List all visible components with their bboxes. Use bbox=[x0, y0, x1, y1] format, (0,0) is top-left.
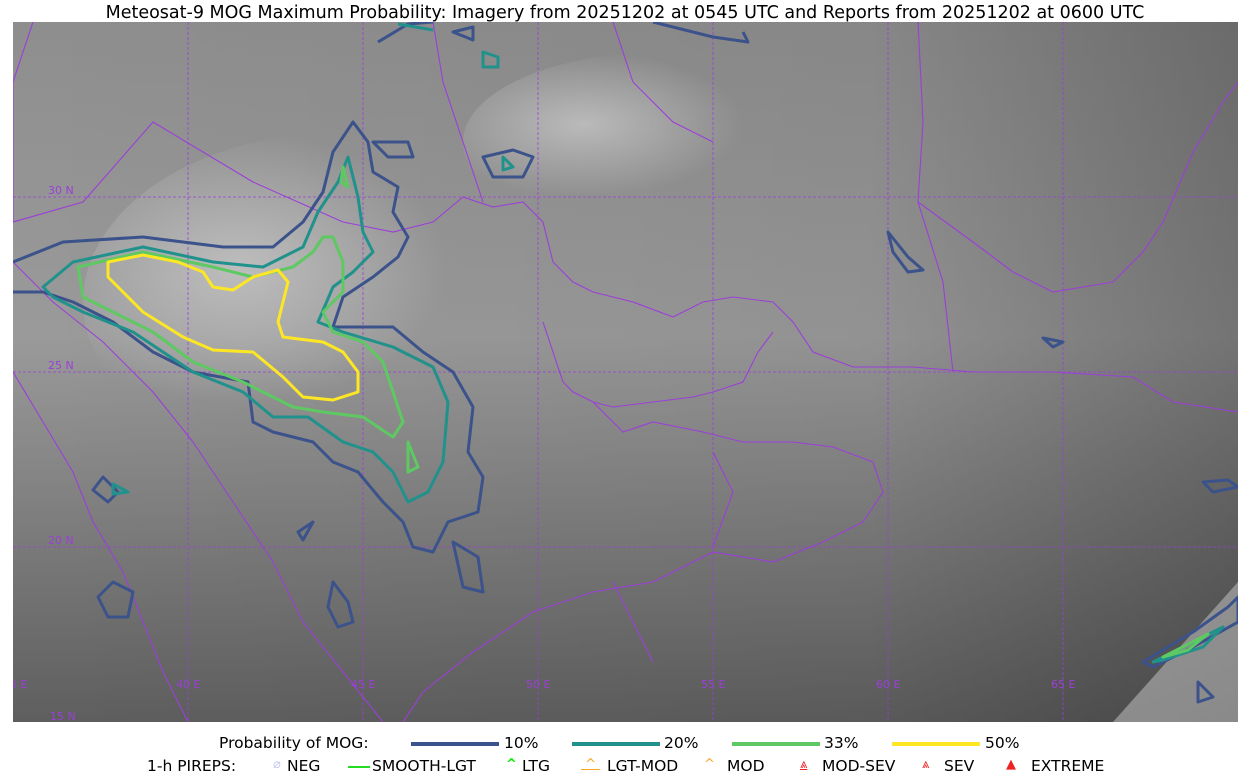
contour-20pct bbox=[111, 22, 1225, 664]
legend-mod-sev: MOD-SEV bbox=[822, 757, 896, 775]
legend-20pct: 20% bbox=[664, 734, 699, 752]
legend-50pct: 50% bbox=[985, 734, 1020, 752]
double-caret-icon: ⩓ bbox=[922, 757, 930, 772]
swatch-33pct bbox=[732, 742, 820, 746]
contour-10pct bbox=[91, 22, 1238, 704]
caret-icon: ^ bbox=[506, 757, 517, 772]
contour-33pct bbox=[76, 235, 405, 439]
lon-label-45e: 45 E bbox=[351, 678, 375, 691]
pireps-legend: 1-h PIREPS: ⌀ NEG SMOOTH-LGT ^ LTG ^ LGT… bbox=[0, 757, 1250, 777]
satellite-map: 30 N 25 N 20 N 15 N 35 E 40 E 45 E 50 E … bbox=[13, 22, 1238, 722]
lat-label-25n: 25 N bbox=[48, 359, 74, 372]
lon-label-50e: 50 E bbox=[526, 678, 550, 691]
lat-label-15n: 15 N bbox=[50, 710, 76, 722]
legend-ltg: LTG bbox=[522, 757, 550, 775]
lon-label-60e: 60 E bbox=[876, 678, 900, 691]
smooth-line-icon bbox=[348, 766, 370, 768]
contour-33pct bbox=[339, 165, 1210, 659]
lon-label-40e: 40 E bbox=[176, 678, 200, 691]
map-title: Meteosat-9 MOG Maximum Probability: Imag… bbox=[105, 3, 1145, 23]
legend-sev: SEV bbox=[944, 757, 975, 775]
legend-neg: NEG bbox=[287, 757, 321, 775]
lon-label-65e: 65 E bbox=[1051, 678, 1075, 691]
probability-legend: Probability of MOG: 10% 20% 33% 50% bbox=[0, 734, 1250, 754]
double-caret-underline-icon: ⩓ bbox=[800, 757, 808, 772]
legend-33pct: 33% bbox=[824, 734, 859, 752]
neg-circle-slash-icon: ⌀ bbox=[273, 757, 281, 772]
lon-label-35e: 35 E bbox=[13, 678, 27, 691]
swatch-20pct bbox=[572, 742, 660, 746]
probability-legend-label: Probability of MOG: bbox=[219, 734, 369, 752]
mog-contours bbox=[13, 22, 1238, 704]
contour-10pct bbox=[13, 120, 485, 554]
cloud-band bbox=[83, 132, 603, 472]
legend-10pct: 10% bbox=[504, 734, 539, 752]
swatch-10pct bbox=[411, 742, 499, 746]
lon-label-55e: 55 E bbox=[701, 678, 725, 691]
coastlines-borders bbox=[13, 22, 1238, 722]
swatch-50pct bbox=[892, 742, 980, 746]
caret-underline-icon: ^ bbox=[581, 757, 601, 772]
caret-icon: ^ bbox=[704, 757, 715, 772]
pireps-legend-label: 1-h PIREPS: bbox=[147, 757, 237, 775]
lon-labels: 35 E 40 E 45 E 50 E 55 E 60 E 65 E bbox=[13, 678, 1075, 691]
lat-labels: 30 N 25 N 20 N 15 N bbox=[48, 184, 76, 722]
legend-extreme: EXTREME bbox=[1031, 757, 1105, 775]
contour-50pct bbox=[106, 253, 360, 402]
contour-20pct bbox=[41, 155, 450, 504]
filled-triangle-icon: ▲ bbox=[1006, 757, 1016, 772]
legend-mod: MOD bbox=[727, 757, 765, 775]
lat-label-30n: 30 N bbox=[48, 184, 74, 197]
lat-label-20n: 20 N bbox=[48, 534, 74, 547]
legend-smooth-lgt: SMOOTH-LGT bbox=[372, 757, 476, 775]
legend-lgt-mod: LGT-MOD bbox=[607, 757, 679, 775]
